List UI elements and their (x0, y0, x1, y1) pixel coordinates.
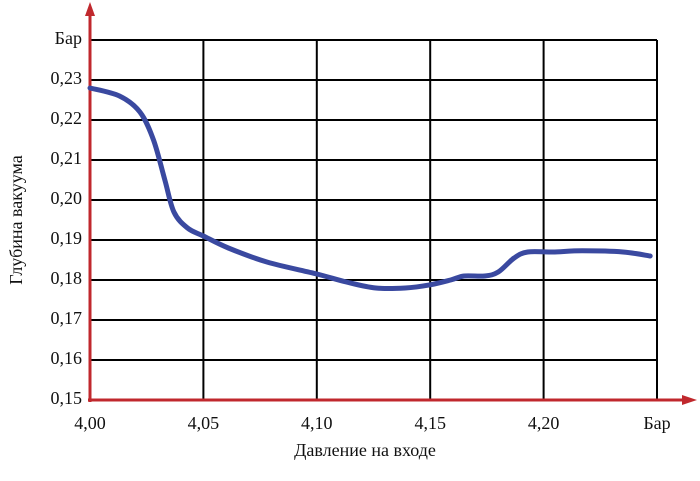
y-axis-title: Глубина вакуума (6, 155, 26, 284)
x-tick-label: 4,10 (301, 413, 333, 433)
y-tick-label: 0,18 (51, 268, 83, 288)
x-tick-label: 4,00 (74, 413, 106, 433)
y-tick-label: 0,23 (51, 68, 83, 88)
x-axis-title: Давление на входе (294, 440, 436, 460)
x-tick-label: 4,15 (414, 413, 446, 433)
y-axis-arrow (85, 2, 95, 16)
y-tick-label: 0,20 (51, 188, 83, 208)
y-tick-label: 0,22 (51, 108, 83, 128)
y-tick-label: 0,16 (51, 348, 83, 368)
x-tick-label: 4,20 (528, 413, 560, 433)
x-tick-label: Бар (643, 413, 670, 433)
y-tick-label: 0,19 (51, 228, 83, 248)
y-tick-label: 0,15 (51, 388, 83, 408)
data-line (87, 85, 653, 292)
x-axis-arrow (682, 395, 697, 405)
y-tick-label: 0,17 (51, 308, 83, 328)
y-tick-label: 0,21 (51, 148, 83, 168)
x-tick-label: 4,05 (188, 413, 220, 433)
y-tick-label: Бар (55, 28, 82, 48)
